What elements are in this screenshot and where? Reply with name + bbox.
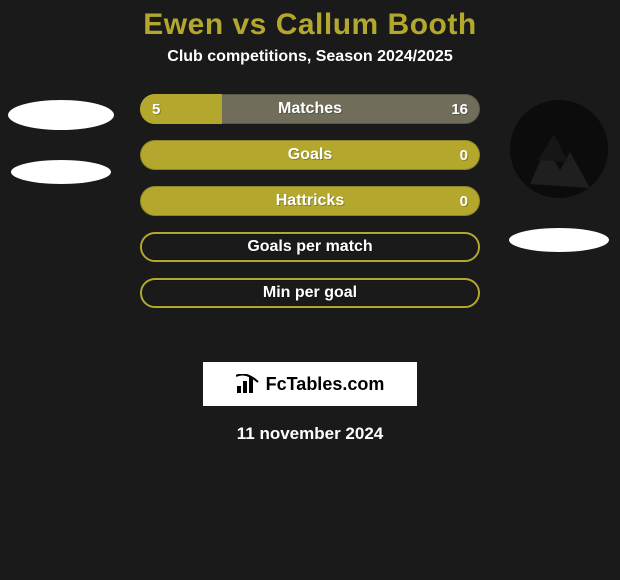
stat-bar: Hattricks0 bbox=[140, 186, 480, 216]
photo-silhouette-icon bbox=[510, 100, 608, 198]
player-left bbox=[6, 100, 116, 184]
team-badge-placeholder-right bbox=[509, 228, 609, 252]
stat-bar-value-right: 16 bbox=[451, 94, 468, 124]
stat-bar-label: Hattricks bbox=[140, 186, 480, 216]
stat-bar-label: Goals bbox=[140, 140, 480, 170]
stat-bar-label: Min per goal bbox=[142, 280, 478, 306]
team-badge-placeholder-left bbox=[11, 160, 111, 184]
avatar-placeholder-left bbox=[8, 100, 114, 130]
stat-bars: Matches516Goals0Hattricks0Goals per matc… bbox=[140, 94, 480, 308]
stat-bar: Goals0 bbox=[140, 140, 480, 170]
bar-chart-icon bbox=[236, 374, 260, 394]
player-right bbox=[504, 100, 614, 252]
brand-badge[interactable]: FcTables.com bbox=[203, 362, 417, 406]
subtitle: Club competitions, Season 2024/2025 bbox=[0, 48, 620, 66]
stat-bar: Goals per match bbox=[140, 232, 480, 262]
stat-bar-value-right: 0 bbox=[460, 186, 468, 216]
root: Ewen vs Callum Booth Club competitions, … bbox=[0, 0, 620, 580]
stat-bar-value-right: 0 bbox=[460, 140, 468, 170]
avatar-photo-right bbox=[510, 100, 608, 198]
page-title: Ewen vs Callum Booth bbox=[0, 8, 620, 42]
stat-bar: Min per goal bbox=[140, 278, 480, 308]
comparison-arena: Matches516Goals0Hattricks0Goals per matc… bbox=[0, 94, 620, 344]
footer-date: 11 november 2024 bbox=[0, 424, 620, 444]
brand-text: FcTables.com bbox=[266, 374, 385, 395]
stat-bar-fill-left bbox=[140, 94, 222, 124]
stat-bar-label: Goals per match bbox=[142, 234, 478, 260]
stat-bar: Matches516 bbox=[140, 94, 480, 124]
